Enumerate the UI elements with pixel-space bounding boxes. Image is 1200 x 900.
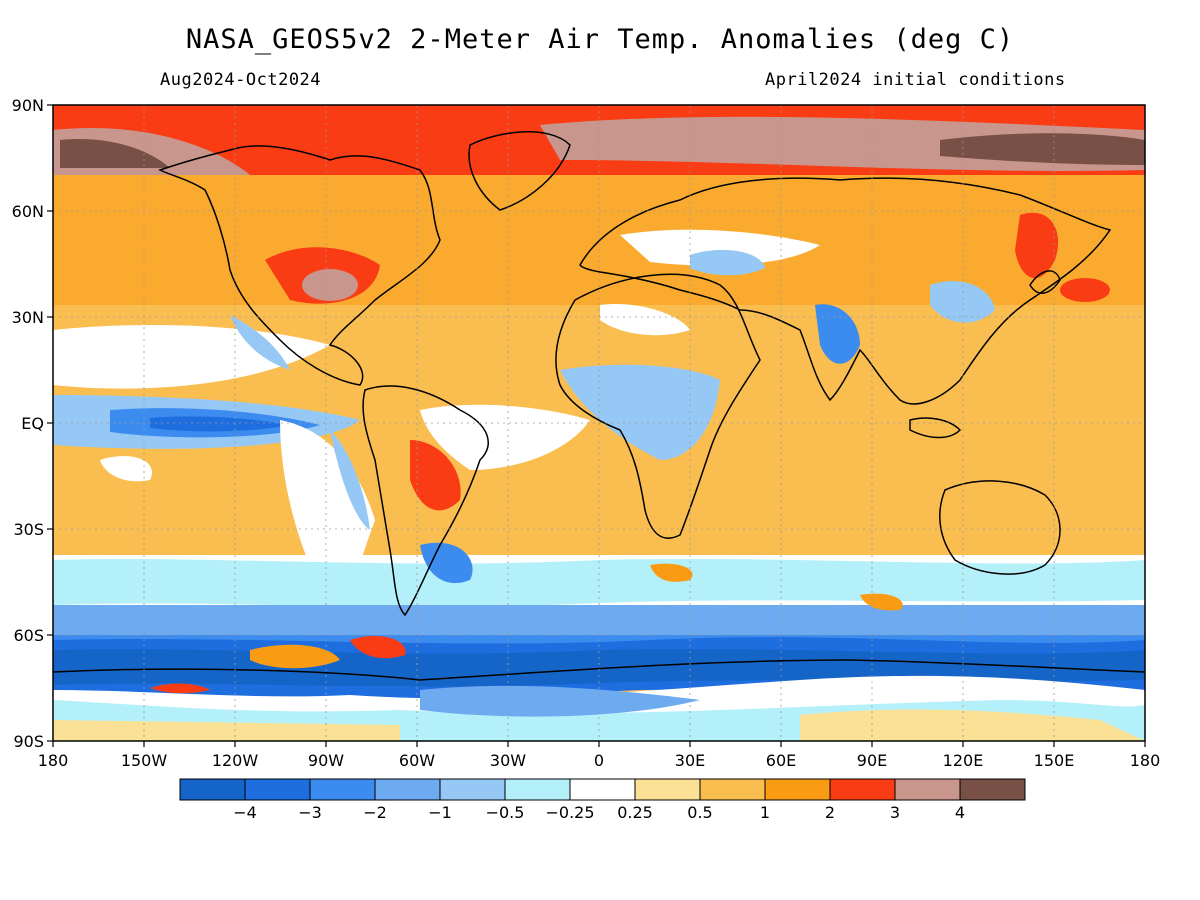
colorbar-label: 1 [760,803,770,822]
lat-label: 30N [12,308,44,327]
colorbar-swatch [569,778,636,801]
lon-label: 180 [38,751,69,770]
lon-label: 150E [1034,751,1075,770]
colorbar-swatch [959,778,1026,801]
lon-label: 30W [490,751,526,770]
lon-label: 120E [943,751,984,770]
axis-ticks [47,104,1146,747]
colorbar-swatch [504,778,571,801]
lon-label: 60E [766,751,796,770]
colorbar-swatch [244,778,311,801]
latitude-labels: 90N 60N 30N EQ 30S 60S 90S [12,96,44,751]
lon-label: 90E [857,751,887,770]
longitude-labels: 180 150W 120W 90W 60W 30W 0 30E 60E 90E … [38,751,1161,770]
initial-conditions: April2024 initial conditions [765,70,1066,90]
colorbar-label: 0.25 [617,803,653,822]
lon-label: 60W [399,751,435,770]
lat-label: 60N [12,202,44,221]
lat-label: EQ [21,414,44,433]
colorbar-label: −3 [298,803,322,822]
map-title: NASA_GEOS5v2 2-Meter Air Temp. Anomalies… [185,24,1015,55]
colorbar-label: −0.5 [486,803,525,822]
colorbar-swatch [764,778,831,801]
lon-label: 150W [121,751,168,770]
colorbar-swatch [179,778,246,801]
lon-label: 90W [308,751,344,770]
colorbar-swatch [439,778,506,801]
lon-label: 0 [594,751,604,770]
graticule [53,105,1145,741]
lon-label: 120W [212,751,259,770]
colorbar-label: −2 [363,803,387,822]
colorbar-label: −0.25 [545,803,594,822]
lon-label: 180 [1130,751,1161,770]
lat-label: 60S [13,626,44,645]
colorbar-label: 0.5 [687,803,712,822]
colorbar-label: 4 [955,803,965,822]
coastlines [53,131,1145,681]
colorbar-swatch [894,778,961,801]
lat-label: 90N [12,96,44,115]
colorbar: −4 −3 −2 −1 −0.5 −0.25 0.25 0.5 1 2 3 4 [179,778,1026,822]
colorbar-swatch [634,778,701,801]
lat-label: 90S [13,732,44,751]
colorbar-swatch [374,778,441,801]
colorbar-label: 2 [825,803,835,822]
colorbar-swatch [309,778,376,801]
colorbar-label: 3 [890,803,900,822]
colorbar-label: −4 [233,803,257,822]
lon-label: 30E [675,751,705,770]
colorbar-swatch [699,778,766,801]
colorbar-label: −1 [428,803,452,822]
colorbar-swatch [829,778,896,801]
lat-label: 30S [13,520,44,539]
forecast-period: Aug2024-Oct2024 [160,70,322,90]
